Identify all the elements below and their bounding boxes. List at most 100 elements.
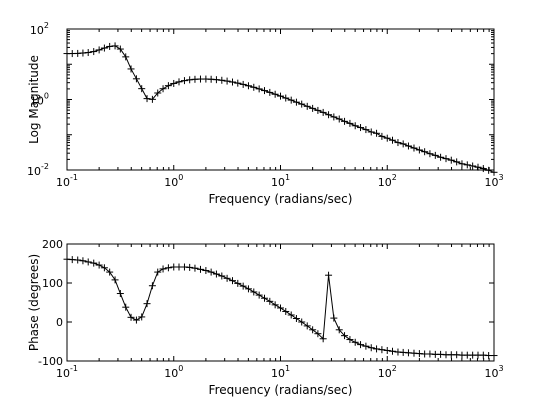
x-axis-label: Frequency (radians/sec) — [209, 383, 353, 397]
data-point-marker — [367, 344, 375, 352]
x-tick-label: 101 — [271, 173, 290, 189]
data-point-marker — [266, 88, 274, 96]
data-point-marker — [490, 168, 498, 176]
data-point-marker — [234, 79, 242, 87]
data-point-marker — [383, 346, 391, 354]
data-point-marker — [335, 326, 343, 334]
data-point-marker — [346, 119, 354, 127]
y-tick-label: 100 — [42, 277, 63, 290]
y-tick-label: 102 — [30, 21, 49, 37]
data-point-marker — [426, 150, 434, 158]
data-point-marker — [351, 122, 359, 130]
axes-box — [66, 243, 495, 362]
data-point-marker — [325, 271, 333, 279]
data-point-marker — [250, 288, 258, 296]
data-point-marker — [234, 279, 242, 287]
data-point-marker — [196, 265, 204, 273]
data-point-marker — [314, 330, 322, 338]
data-point-marker — [469, 162, 477, 170]
data-point-marker — [90, 259, 98, 267]
data-point-marker — [319, 108, 327, 116]
data-point-marker — [431, 151, 439, 159]
data-point-marker — [298, 100, 306, 108]
data-point-marker — [346, 336, 354, 344]
data-point-marker — [223, 77, 231, 85]
data-point-marker — [271, 301, 279, 309]
data-point-marker — [74, 256, 82, 264]
subplot-1: 10-1 100 101 102 103 10-2 100 102 Frequency (rad… — [27, 21, 504, 206]
data-point-marker — [138, 313, 146, 321]
data-point-marker — [373, 345, 381, 353]
data-point-marker — [212, 76, 220, 84]
data-point-marker — [447, 156, 455, 164]
data-point-marker — [421, 148, 429, 156]
y-tick-label: -100 — [38, 355, 63, 368]
data-point-marker — [186, 263, 194, 271]
x-axis-label: Frequency (radians/sec) — [209, 192, 353, 206]
data-point-marker — [207, 268, 215, 276]
data-point-marker — [463, 161, 471, 169]
data-point-marker — [223, 274, 231, 282]
data-point-marker — [362, 342, 370, 350]
data-point-marker — [271, 90, 279, 98]
subplot-2: 10-1 100 101 102 103 -100 0 100 200 Frequency (ra… — [27, 238, 504, 397]
data-point-marker — [100, 44, 108, 52]
data-point-marker — [106, 268, 114, 276]
y-tick-label: 0 — [56, 316, 63, 329]
data-point-marker — [106, 42, 114, 50]
x-tick-label: 103 — [484, 364, 503, 380]
data-point-marker — [404, 142, 412, 150]
data-point-marker — [474, 163, 482, 171]
x-tick-label: 101 — [271, 364, 290, 380]
data-point-marker — [111, 42, 119, 50]
data-point-marker — [378, 346, 386, 354]
data-point-marker — [122, 53, 130, 61]
data-point-marker — [143, 300, 151, 308]
data-point-marker — [292, 314, 300, 322]
data-point-marker — [143, 95, 151, 103]
data-point-marker — [357, 341, 365, 349]
data-point-marker — [239, 282, 247, 290]
data-point-marker — [111, 276, 119, 284]
data-point-marker — [378, 132, 386, 140]
data-point-marker — [266, 297, 274, 305]
data-point-marker — [239, 80, 247, 88]
data-point-marker — [127, 313, 135, 321]
data-point-marker — [287, 311, 295, 319]
data-point-marker — [458, 160, 466, 168]
data-point-marker — [314, 106, 322, 114]
data-point-marker — [437, 153, 445, 161]
data-point-marker — [90, 48, 98, 56]
data-point-marker — [341, 332, 349, 340]
data-point-marker — [330, 314, 338, 322]
data-point-marker — [255, 85, 263, 93]
data-point-marker — [116, 290, 124, 298]
data-point-marker — [335, 115, 343, 123]
x-tick-label: 102 — [378, 173, 397, 189]
data-point-marker — [277, 304, 284, 312]
data-point-marker — [170, 79, 178, 87]
data-point-marker — [453, 158, 461, 166]
data-point-marker — [84, 49, 92, 57]
data-point-marker — [282, 307, 290, 315]
data-point-marker — [132, 75, 140, 83]
x-tick-label: 100 — [164, 173, 183, 189]
data-point-marker — [79, 257, 87, 265]
data-point-marker — [244, 82, 252, 90]
data-point-marker — [309, 104, 317, 112]
data-point-marker — [298, 318, 306, 326]
data-point-marker — [442, 155, 450, 163]
x-tick-label: 100 — [164, 364, 183, 380]
y-tick-label: 100 — [30, 92, 49, 108]
data-point-marker — [292, 98, 300, 106]
data-point-marker — [175, 78, 183, 86]
data-point-marker — [367, 128, 375, 136]
data-point-marker — [116, 45, 124, 53]
data-point-marker — [244, 285, 252, 293]
data-point-marker — [479, 165, 487, 173]
data-point-marker — [180, 77, 188, 85]
y-axis-label: Phase (degrees) — [27, 254, 41, 351]
data-point-marker — [325, 111, 333, 119]
data-point-marker — [100, 264, 108, 272]
